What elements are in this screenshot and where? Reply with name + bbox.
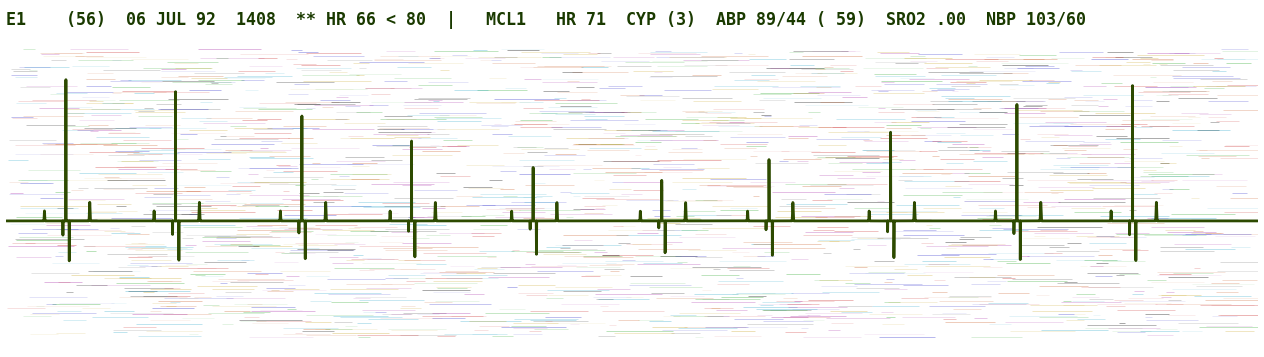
Text: E1    (56)  06 JUL 92  1408  ** HR 66 < 80  |   MCL1   HR 71  CYP (3)  ABP 89/44: E1 (56) 06 JUL 92 1408 ** HR 66 < 80 | M… bbox=[6, 11, 1086, 29]
